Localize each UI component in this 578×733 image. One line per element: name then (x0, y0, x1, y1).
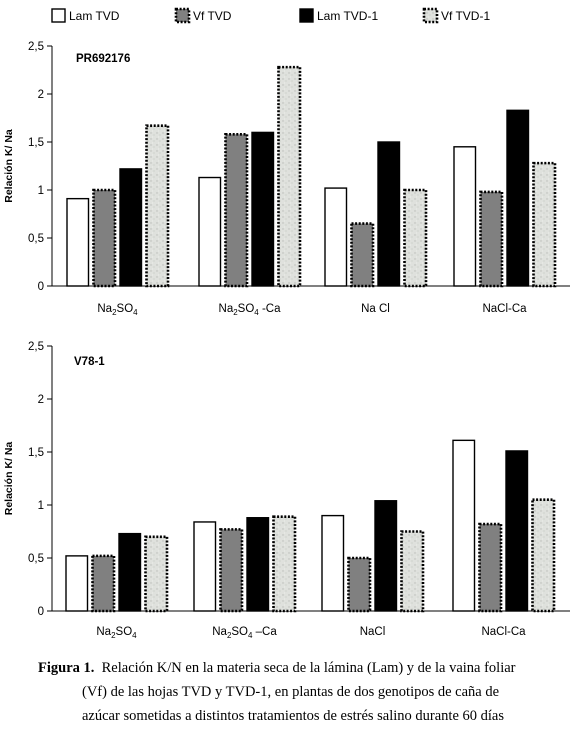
bar-vf-tvd-4 (478, 522, 503, 613)
bar-lam-tvd-3 (321, 514, 345, 612)
bar-lam-tvd-1-4 (506, 109, 530, 287)
legend-swatch-lam-tvd (51, 8, 66, 23)
y-tick-label-1-5: 1,5 (28, 447, 44, 459)
y-tick-label-2-5: 2,5 (28, 341, 44, 353)
legend-swatch-vf-tvd (174, 7, 191, 24)
bar-vf-tvd-1 (92, 188, 117, 288)
chart-panel-pr692176: 0 0,5 1 1,5 2 2,5 Relación K/ Na PR692176 Na2SO4… (3, 41, 570, 317)
bar-lam-tvd-1-4 (505, 450, 529, 612)
panel-label: V78-1 (74, 356, 105, 368)
bar-vf-tvd-3 (350, 222, 375, 288)
figure-caption: Figura 1. Relación K/N en la materia sec… (38, 656, 578, 728)
chart-panel-v78-1: 0 0,5 1 1,5 2 2,5 Relación K/ Na V78-1 Na2SO4 Na2… (3, 341, 570, 640)
y-tick-label-0-5: 0,5 (28, 233, 44, 245)
legend-label-lam-tvd-1: Lam TVD-1 (317, 9, 378, 23)
caption-line-1: Figura 1. Relación K/N en la materia sec… (38, 656, 578, 680)
caption-label: Figura 1. (38, 660, 95, 676)
legend-swatch-lam-tvd-1 (299, 8, 314, 23)
bar-lam-tvd-1 (65, 555, 89, 612)
category-label-2: Na2SO4 –Ca (212, 626, 277, 640)
bar-vf-tvd-1-2 (277, 65, 302, 288)
figure: Lam TVD Vf TVD Lam TVD-1 Vf TVD-1 0 0,5 1 1,5 2… (3, 7, 570, 640)
y-tick-label-1: 1 (38, 185, 44, 197)
bar-lam-tvd-1 (66, 197, 90, 287)
y-axis-label: Relación K/ Na (3, 129, 15, 203)
legend-label-vf-tvd: Vf TVD (193, 9, 232, 23)
legend-swatch-vf-tvd-1 (422, 7, 439, 24)
bar-vf-tvd-1-1 (145, 124, 170, 288)
category-label-1: Na2SO4 (96, 626, 137, 640)
legend: Lam TVD Vf TVD Lam TVD-1 Vf TVD-1 (51, 7, 490, 24)
bar-lam-tvd-4 (453, 146, 477, 287)
bar-vf-tvd-4 (479, 190, 504, 288)
bar-lam-tvd-2 (193, 521, 217, 612)
caption-line-3: azúcar sometidas a distintos tratamiento… (82, 708, 504, 724)
bar-vf-tvd-2 (219, 528, 244, 613)
y-tick-label-0: 0 (38, 606, 44, 618)
category-label-4: NaCl-Ca (482, 303, 527, 315)
bar-vf-tvd-1-3 (400, 530, 425, 613)
bar-vf-tvd-1-4 (531, 498, 556, 613)
bar-lam-tvd-4 (452, 439, 476, 612)
legend-label-lam-tvd: Lam TVD (69, 9, 120, 23)
category-label-2: Na2SO4 -Ca (219, 303, 282, 317)
y-tick-label-1-5: 1,5 (28, 137, 44, 149)
bar-lam-tvd-1-3 (377, 141, 401, 287)
caption-line-2: (Vf) de las hojas TVD y TVD-1, en planta… (82, 684, 500, 700)
y-tick-label-2: 2 (38, 394, 44, 406)
bar-vf-tvd-3 (347, 556, 372, 613)
bar-lam-tvd-1-2 (246, 517, 270, 612)
category-label-3: Na Cl (361, 303, 390, 315)
caption-text-1: Relación K/N en la materia seca de la lá… (101, 660, 516, 676)
bar-lam-tvd-1-3 (374, 500, 398, 612)
bar-vf-tvd-1-1 (144, 535, 169, 613)
bar-lam-tvd-3 (324, 187, 348, 287)
y-tick-label-1: 1 (38, 500, 44, 512)
category-label-4: NaCl-Ca (481, 626, 526, 638)
y-axis-label: Relación K/ Na (3, 442, 15, 516)
bar-lam-tvd-1-1 (118, 532, 142, 612)
bar-vf-tvd-1-4 (532, 161, 557, 288)
y-tick-label-2-5: 2,5 (28, 41, 44, 53)
bar-vf-tvd-1-3 (403, 188, 428, 288)
category-label-1: Na2SO4 (97, 303, 138, 317)
bar-vf-tvd-1 (91, 554, 116, 613)
bar-vf-tvd-2 (224, 133, 249, 288)
legend-label-vf-tvd-1: Vf TVD-1 (441, 9, 490, 23)
y-tick-label-0: 0 (38, 281, 44, 293)
category-label-3: NaCl (360, 626, 386, 638)
y-tick-label-0-5: 0,5 (28, 553, 44, 565)
panel-label: PR692176 (76, 53, 130, 65)
bar-vf-tvd-1-2 (272, 515, 297, 613)
bar-lam-tvd-1-2 (251, 131, 275, 287)
bar-lam-tvd-1-1 (119, 168, 143, 287)
bar-lam-tvd-2 (198, 176, 222, 287)
y-tick-label-2: 2 (38, 89, 44, 101)
